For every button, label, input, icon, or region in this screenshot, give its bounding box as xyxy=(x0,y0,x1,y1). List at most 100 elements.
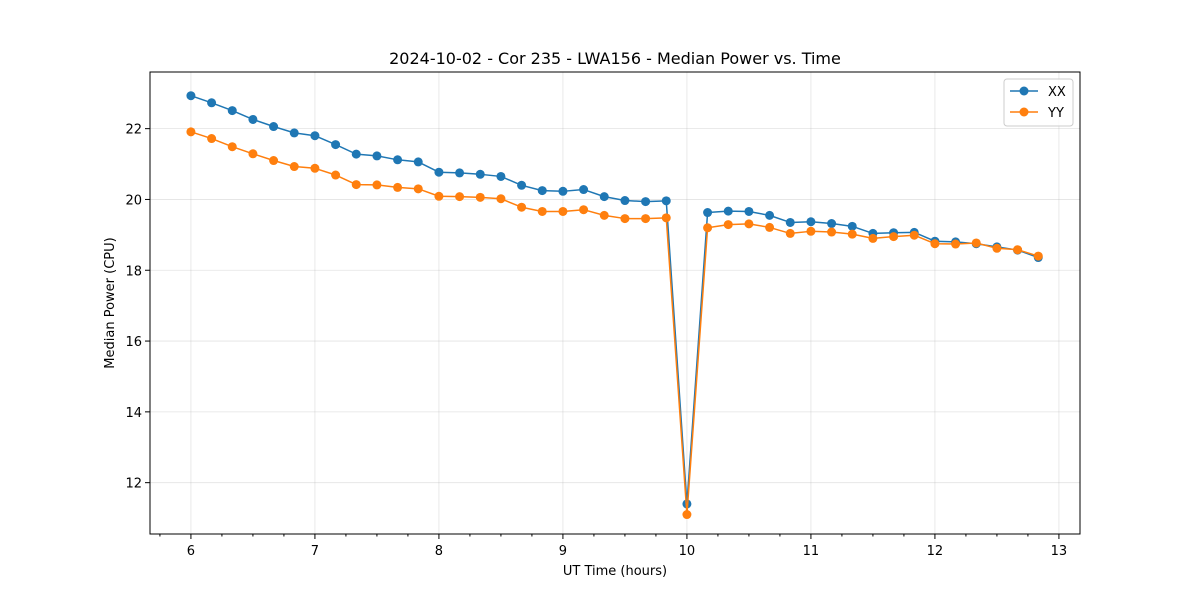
data-point-yy xyxy=(1033,251,1043,261)
data-point-xx xyxy=(599,192,609,202)
data-point-xx xyxy=(661,196,671,206)
data-point-yy xyxy=(682,510,692,520)
y-tick-label: 14 xyxy=(125,406,142,421)
data-point-xx xyxy=(289,128,299,138)
data-point-xx xyxy=(847,221,857,231)
data-point-xx xyxy=(434,167,444,177)
data-point-yy xyxy=(351,180,361,190)
data-point-yy xyxy=(827,227,837,237)
data-point-yy xyxy=(207,134,217,144)
data-point-xx xyxy=(372,151,382,161)
data-point-xx xyxy=(579,185,589,195)
series-yy xyxy=(186,127,1043,520)
data-point-yy xyxy=(579,205,589,215)
x-tick-label: 11 xyxy=(803,544,820,559)
data-point-xx xyxy=(475,169,485,179)
data-point-xx xyxy=(723,206,733,216)
data-point-xx xyxy=(785,217,795,227)
data-point-yy xyxy=(413,184,423,194)
data-point-xx xyxy=(744,206,754,216)
series-layer xyxy=(186,91,1043,520)
x-tick-label: 7 xyxy=(311,544,319,559)
data-point-yy xyxy=(599,210,609,220)
data-point-yy xyxy=(186,127,196,137)
x-tick-label: 6 xyxy=(187,544,195,559)
data-point-yy xyxy=(558,206,568,216)
data-point-yy xyxy=(661,213,671,223)
y-tick-label: 12 xyxy=(125,477,142,492)
data-point-xx xyxy=(558,186,568,196)
data-point-yy xyxy=(455,192,465,202)
data-point-xx xyxy=(248,114,258,124)
x-tick-label: 12 xyxy=(927,544,944,559)
legend-marker-xx xyxy=(1019,86,1029,96)
x-tick-label: 13 xyxy=(1051,544,1068,559)
x-tick-label: 9 xyxy=(559,544,567,559)
data-point-xx xyxy=(765,210,775,220)
legend-label-xx: XX xyxy=(1048,85,1066,100)
data-point-yy xyxy=(641,214,651,224)
data-point-xx xyxy=(227,106,237,116)
grid-lines xyxy=(150,72,1080,534)
data-point-yy xyxy=(889,232,899,242)
data-point-xx xyxy=(537,186,547,196)
data-point-yy xyxy=(765,222,775,232)
data-point-xx xyxy=(806,217,816,227)
legend-label-yy: YY xyxy=(1047,106,1064,121)
legend-marker-yy xyxy=(1019,107,1029,117)
data-point-yy xyxy=(289,162,299,172)
data-point-yy xyxy=(951,239,961,249)
data-point-xx xyxy=(207,98,217,108)
data-point-xx xyxy=(269,122,279,132)
plot-frame xyxy=(149,71,1081,535)
data-point-yy xyxy=(372,180,382,190)
data-point-yy xyxy=(909,230,919,240)
data-point-yy xyxy=(847,229,857,239)
data-point-yy xyxy=(517,202,527,212)
data-point-yy xyxy=(992,243,1002,253)
data-point-yy xyxy=(475,192,485,202)
y-axis-label: Median Power (CPU) xyxy=(103,237,118,368)
data-point-yy xyxy=(227,142,237,152)
data-point-xx xyxy=(496,171,506,181)
data-point-yy xyxy=(723,220,733,230)
data-point-xx xyxy=(455,168,465,178)
data-point-yy xyxy=(269,156,279,166)
data-point-yy xyxy=(806,226,816,236)
data-point-yy xyxy=(248,149,258,159)
x-tick-label: 10 xyxy=(679,544,696,559)
data-point-yy xyxy=(496,194,506,204)
data-point-yy xyxy=(1013,245,1023,255)
data-point-yy xyxy=(744,219,754,229)
y-tick-label: 20 xyxy=(125,193,142,208)
x-tick-label: 8 xyxy=(435,544,443,559)
data-point-yy xyxy=(434,191,444,201)
data-point-yy xyxy=(331,170,341,180)
data-point-yy xyxy=(310,163,320,173)
chart-title: 2024-10-02 - Cor 235 - LWA156 - Median P… xyxy=(389,49,841,68)
legend: XX YY xyxy=(1003,78,1074,127)
data-point-yy xyxy=(393,182,403,192)
data-point-xx xyxy=(641,197,651,207)
y-tick-label: 18 xyxy=(125,264,142,279)
data-point-yy xyxy=(971,238,981,248)
data-point-xx xyxy=(703,208,713,218)
data-point-yy xyxy=(703,223,713,233)
data-point-xx xyxy=(186,91,196,101)
data-point-xx xyxy=(517,180,527,190)
data-point-yy xyxy=(868,233,878,243)
data-point-xx xyxy=(413,157,423,167)
axis-ticks: 6 7 8 9 10 11 12 13 12 14 16 18 20 22 xyxy=(125,123,1067,559)
data-point-yy xyxy=(620,214,630,224)
data-point-xx xyxy=(351,149,361,159)
data-point-xx xyxy=(620,196,630,206)
data-point-yy xyxy=(785,228,795,238)
data-point-xx xyxy=(331,140,341,150)
data-point-xx xyxy=(393,155,403,165)
y-tick-label: 22 xyxy=(125,123,142,138)
y-tick-label: 16 xyxy=(125,335,142,350)
data-point-yy xyxy=(537,206,547,216)
x-axis-label: UT Time (hours) xyxy=(563,564,667,579)
data-point-yy xyxy=(930,239,940,249)
